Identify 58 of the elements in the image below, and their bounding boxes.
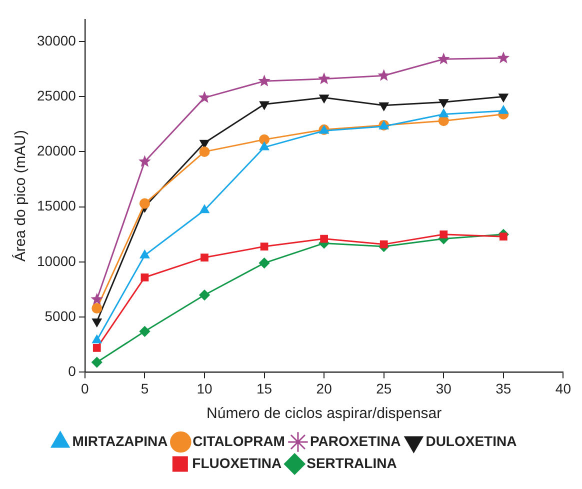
point [499,232,508,241]
x-tick-label: 20 [316,380,332,396]
point [259,258,270,268]
point [379,102,389,111]
x-tick-label: 25 [376,380,392,396]
x-tick-label: 5 [140,380,149,396]
point [199,146,210,157]
point [140,273,149,282]
point [200,254,208,262]
point [92,344,101,352]
x-axis-title: Número de ciclos aspirar/dispensar [206,405,442,422]
x-tick-label: 35 [496,380,512,396]
legend-label: SERTRALINA [306,454,397,471]
y-tick-label: 5000 [44,308,76,324]
legend-label: MIRTAZAPINA [72,432,168,449]
point [92,357,102,368]
point [139,198,150,209]
y-axis-title: Área do pico (mAU) [11,130,30,262]
point [380,240,388,248]
point [440,230,448,238]
point [320,234,328,243]
legend-label: DULOXETINA [426,432,517,449]
x-tick-label: 30 [436,380,452,396]
point [438,108,448,118]
point [318,72,330,84]
point [258,74,270,86]
point [319,94,329,103]
point [438,116,449,126]
point [200,140,210,148]
x-tick-label: 15 [256,380,272,396]
point [260,142,269,150]
y-tick-label: 20000 [36,142,76,159]
y-tick-label: 25000 [36,87,76,104]
y-tick-label: 30000 [36,32,76,48]
point [198,91,211,103]
point [200,204,210,214]
point [437,52,450,64]
legend-label: CITALOPRAM [192,432,285,449]
point [140,250,150,258]
point [259,134,270,145]
point [199,290,210,300]
y-tick-label: 10000 [36,252,76,269]
point [92,318,102,327]
point [260,242,268,250]
x-tick-label: 40 [555,380,572,396]
point [139,326,150,337]
legend-label: PAROXETINA [310,432,401,449]
y-tick-label: 0 [68,363,76,380]
point [92,334,102,344]
x-tick-label: 10 [196,380,212,396]
point [92,303,102,314]
point [497,51,510,64]
point [90,292,104,305]
y-tick-label: 15000 [36,198,76,214]
x-tick-label: 0 [81,380,90,396]
point [498,106,508,114]
legend-label: FLUOXETINA [192,454,282,471]
point [138,155,151,167]
